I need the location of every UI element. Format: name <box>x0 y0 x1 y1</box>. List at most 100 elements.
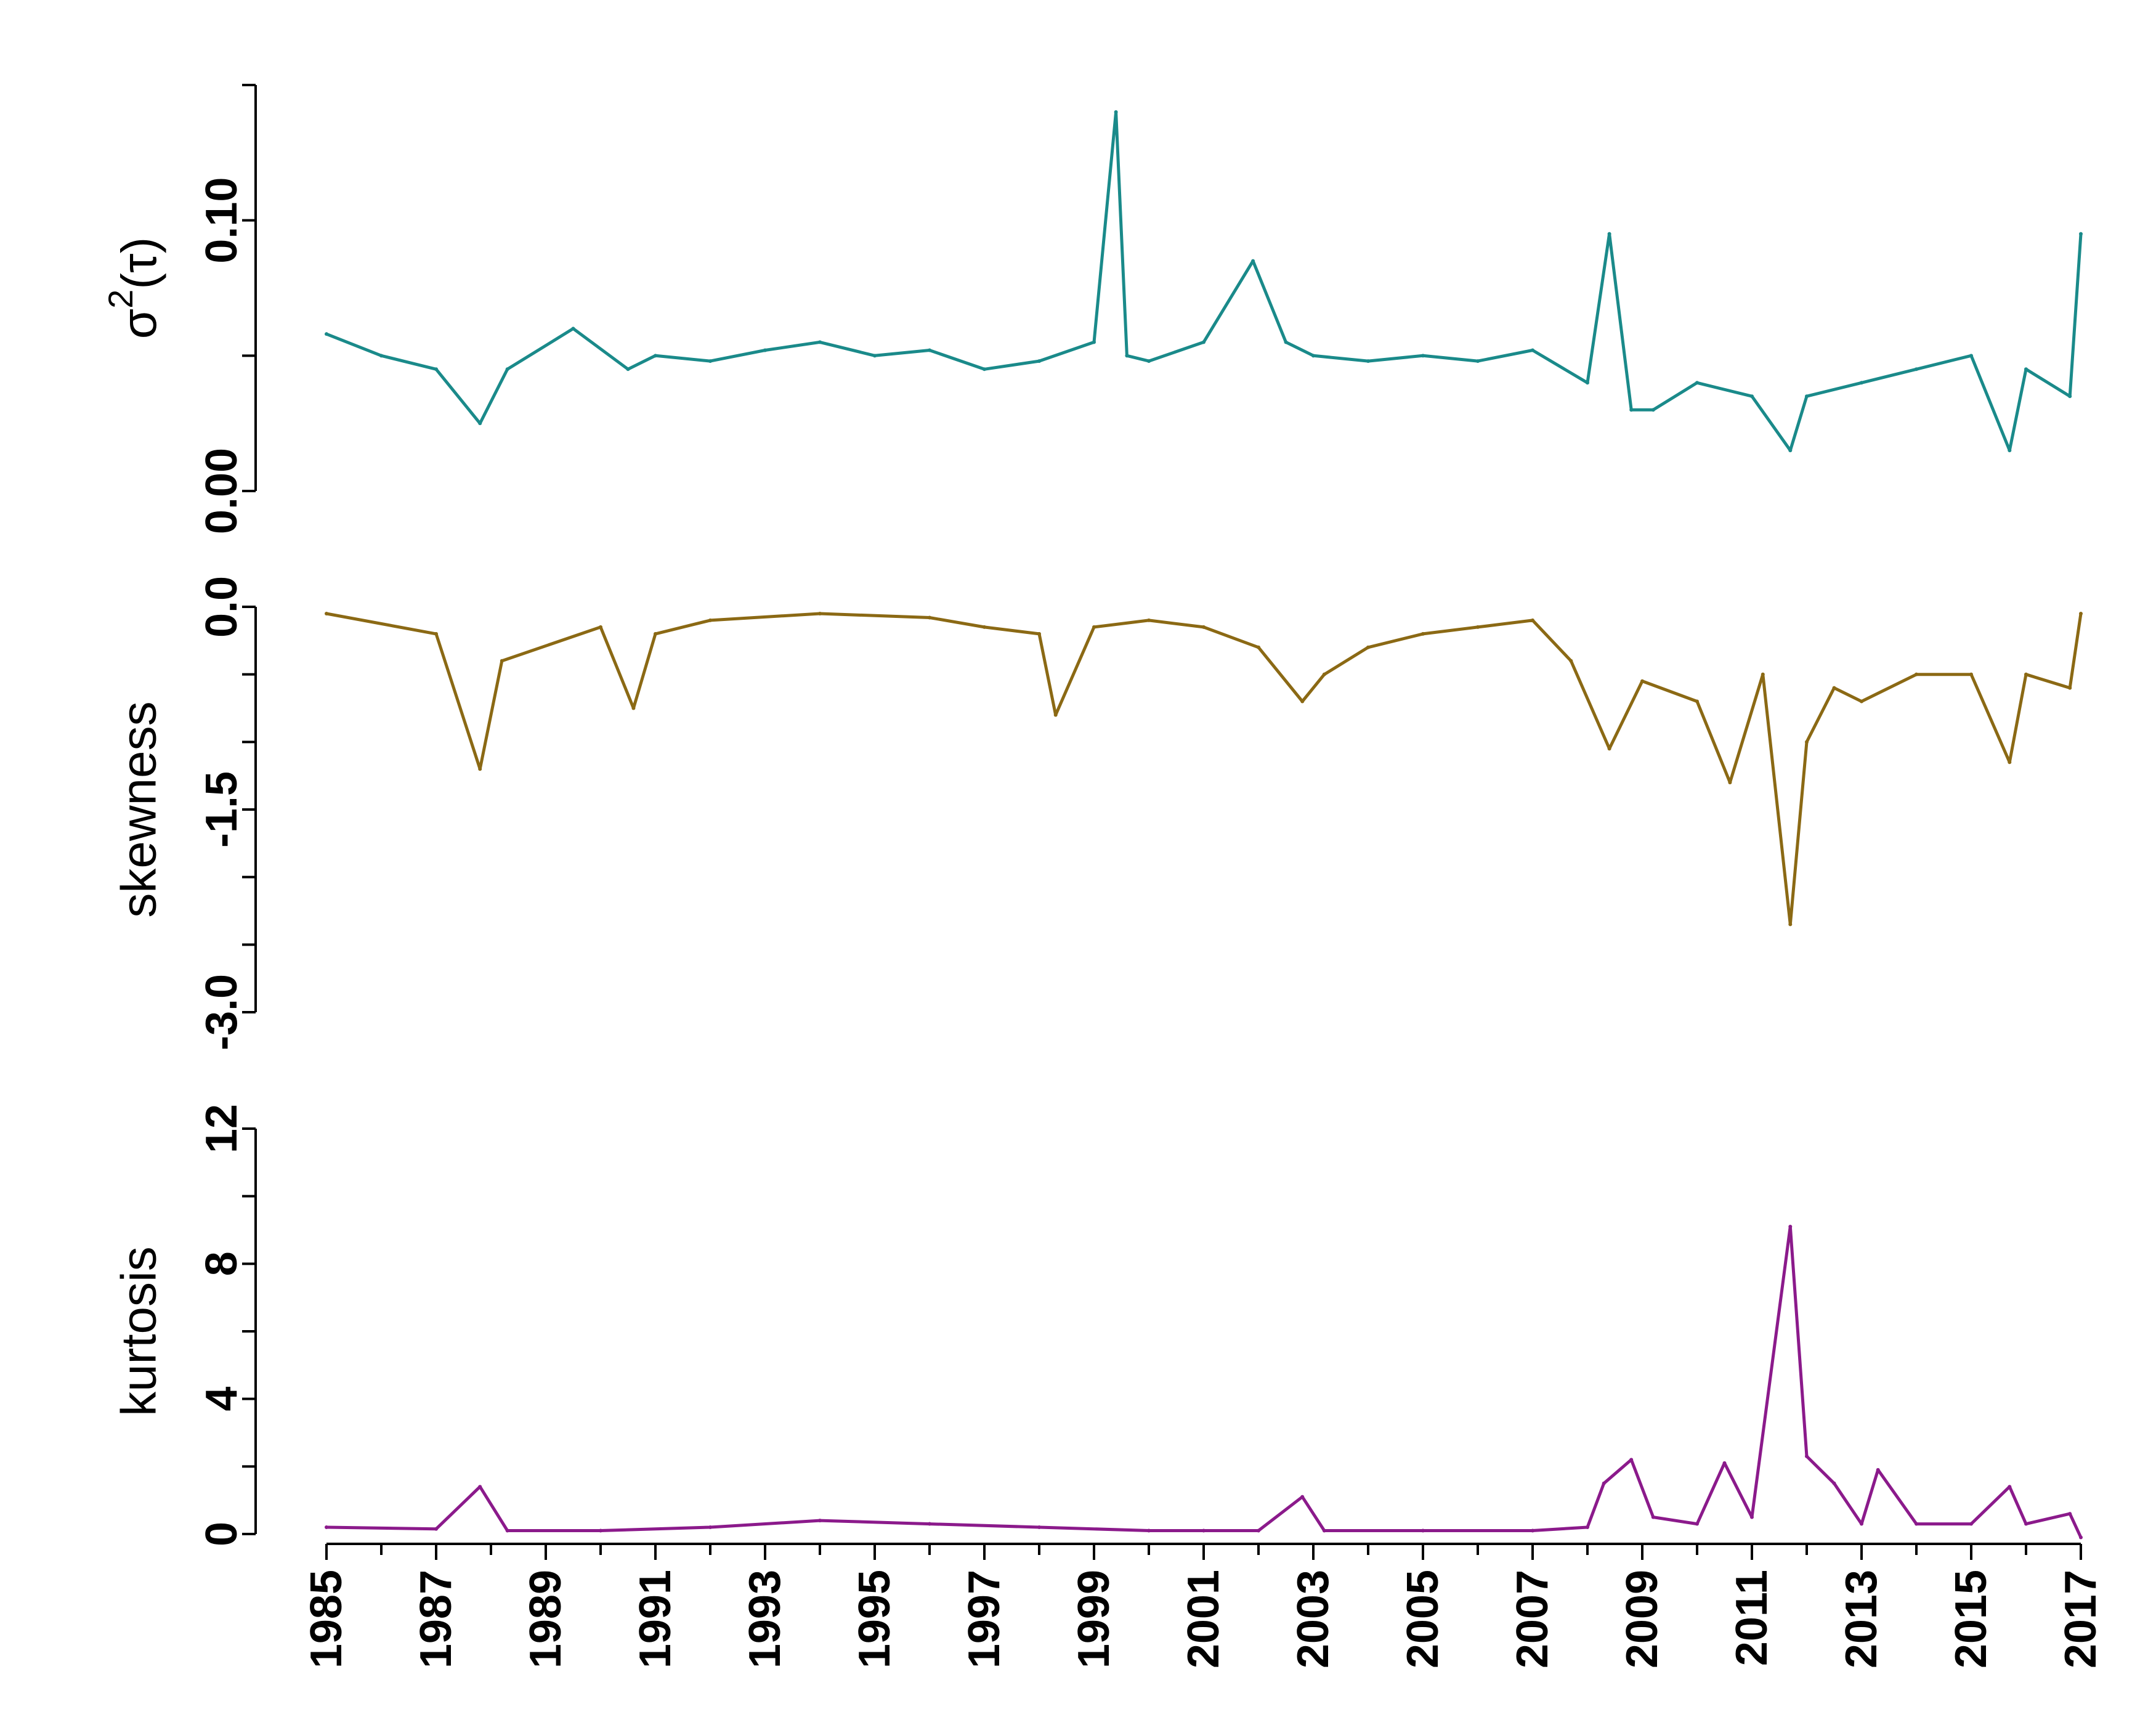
sigma-symbol: σ <box>111 309 166 339</box>
variance-data-point <box>1915 367 1918 371</box>
skewness-data-point <box>1476 625 1480 629</box>
skewness-data-point <box>928 615 931 620</box>
variance-data-point <box>626 367 630 371</box>
variance-data-point <box>654 354 657 358</box>
kurtosis-data-point <box>1695 1522 1699 1526</box>
variance-data-point <box>1366 359 1370 363</box>
skewness-data-point <box>434 631 438 636</box>
variance-data-point <box>928 348 931 352</box>
x-tick-label: 1991 <box>631 1570 680 1668</box>
variance-data-point <box>1788 448 1793 453</box>
x-tick-label: 2017 <box>2056 1570 2105 1668</box>
variance-data-point <box>873 354 877 358</box>
skewness-data-point <box>1607 747 1611 751</box>
kurtosis-y-tick-label: 0 <box>197 1522 246 1546</box>
skewness-data-point <box>500 659 504 663</box>
variance-data-point <box>379 354 383 358</box>
kurtosis-data-point <box>1651 1515 1655 1519</box>
skewness-data-point <box>1147 618 1151 622</box>
skewness-data-point <box>631 706 636 710</box>
variance-data-point <box>2024 367 2028 371</box>
skewness-data-point <box>1202 625 1206 629</box>
skewness-data-point <box>1860 699 1863 704</box>
skewness-data-point <box>1788 922 1793 927</box>
x-tick-label: 1993 <box>740 1570 790 1668</box>
skewness-data-point <box>1092 625 1096 629</box>
skewness-axis-title: skewness <box>111 701 166 917</box>
kurtosis-data-point <box>1421 1528 1425 1533</box>
variance-data-point <box>1750 394 1754 399</box>
x-tick-label: 2001 <box>1179 1570 1228 1668</box>
panel-kurtosis: 0 4 8 12 kurtosis <box>111 1104 2083 1546</box>
variance-data-point <box>708 359 712 363</box>
variance-data-point <box>325 332 328 336</box>
x-tick-label: 2015 <box>1947 1570 1996 1668</box>
x-tick-label: 1987 <box>411 1570 461 1668</box>
skewness-data-point <box>1915 672 1918 676</box>
variance-data-point <box>1311 354 1315 358</box>
kurtosis-data-point <box>1750 1515 1754 1519</box>
kurtosis-data-point <box>1586 1525 1589 1530</box>
variance-data-point <box>2068 394 2072 399</box>
skewness-y-tick-label: -3.0 <box>197 974 246 1050</box>
kurtosis-data-point <box>1860 1522 1863 1526</box>
kurtosis-data-point <box>1969 1522 1973 1526</box>
kurtosis-data-point <box>599 1528 602 1533</box>
kurtosis-data-point <box>478 1485 482 1489</box>
variance-data-point <box>1805 394 1809 399</box>
kurtosis-data-point <box>1300 1495 1305 1499</box>
kurtosis-axis-title: kurtosis <box>111 1246 166 1416</box>
skewness-data-point <box>818 611 822 615</box>
variance-data-point <box>1284 340 1288 344</box>
skewness-y-tick-label: -1.5 <box>197 771 246 848</box>
variance-y-tick-label: 0.00 <box>197 448 246 534</box>
x-tick-label: 1995 <box>850 1570 899 1668</box>
kurtosis-data-point <box>1531 1528 1534 1533</box>
variance-data-point <box>763 348 767 352</box>
skewness-data-point <box>983 625 986 629</box>
x-tick-label: 1985 <box>302 1570 351 1668</box>
skewness-data-point <box>1322 672 1326 676</box>
skewness-data-point <box>599 625 602 629</box>
kurtosis-y-tick-label: 8 <box>197 1251 246 1276</box>
variance-data-point <box>1092 340 1096 344</box>
skewness-data-point <box>2079 611 2083 615</box>
variance-data-point <box>2008 448 2012 453</box>
variance-data-point <box>1860 381 1863 385</box>
x-tick-label: 2005 <box>1398 1570 1448 1668</box>
skewness-data-point <box>1805 740 1809 744</box>
x-tick-label: 2011 <box>1727 1570 1777 1666</box>
kurtosis-y-tick-label: 4 <box>197 1387 246 1411</box>
skewness-data-point <box>1969 672 1973 676</box>
x-tick-label: 1997 <box>960 1570 1009 1668</box>
variance-data-point <box>1531 348 1534 352</box>
variance-data-point <box>1586 381 1589 385</box>
variance-data-point <box>478 421 482 426</box>
kurtosis-data-point <box>325 1525 328 1530</box>
skewness-y-tick-label: 0.0 <box>197 576 246 638</box>
variance-data-point <box>1607 232 1611 236</box>
kurtosis-data-point <box>1322 1528 1326 1533</box>
variance-data-point <box>1114 110 1118 114</box>
kurtosis-data-point <box>2008 1485 2012 1489</box>
variance-data-point <box>1969 354 1973 358</box>
kurtosis-y-tick-label: 12 <box>197 1104 246 1153</box>
panel-skewness: -3.0 -1.5 0.0 skewness <box>111 576 2083 1050</box>
variance-data-point <box>983 367 986 371</box>
skewness-data-point <box>654 631 657 636</box>
variance-data-point <box>1037 359 1041 363</box>
kurtosis-data-point <box>1147 1528 1151 1533</box>
skewness-data-point <box>1257 645 1260 649</box>
skewness-data-point <box>708 618 712 622</box>
kurtosis-data-point <box>505 1528 509 1533</box>
variance-data-point <box>571 327 575 331</box>
x-tick-label: 1989 <box>521 1570 570 1668</box>
skewness-data-point <box>1531 618 1534 622</box>
skewness-data-point <box>1640 679 1644 683</box>
tau-argument: (τ) <box>111 237 166 290</box>
variance-series-line <box>326 110 2083 452</box>
variance-data-point <box>1695 381 1699 385</box>
skewness-data-point <box>1037 631 1041 636</box>
kurtosis-data-point <box>1257 1528 1260 1533</box>
exponent-label: 2 <box>101 290 140 309</box>
